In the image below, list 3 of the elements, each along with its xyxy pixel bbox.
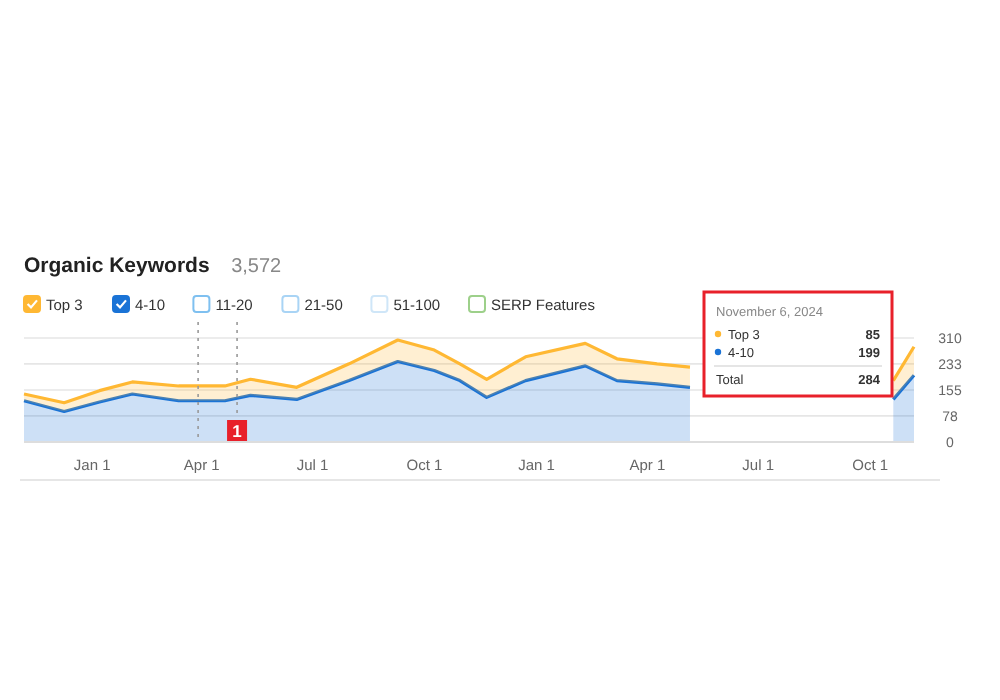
chart-title: Organic Keywords (24, 254, 210, 278)
ref-line-label: 1 (232, 421, 243, 441)
chart-subtitle: 3,572 (231, 256, 283, 278)
